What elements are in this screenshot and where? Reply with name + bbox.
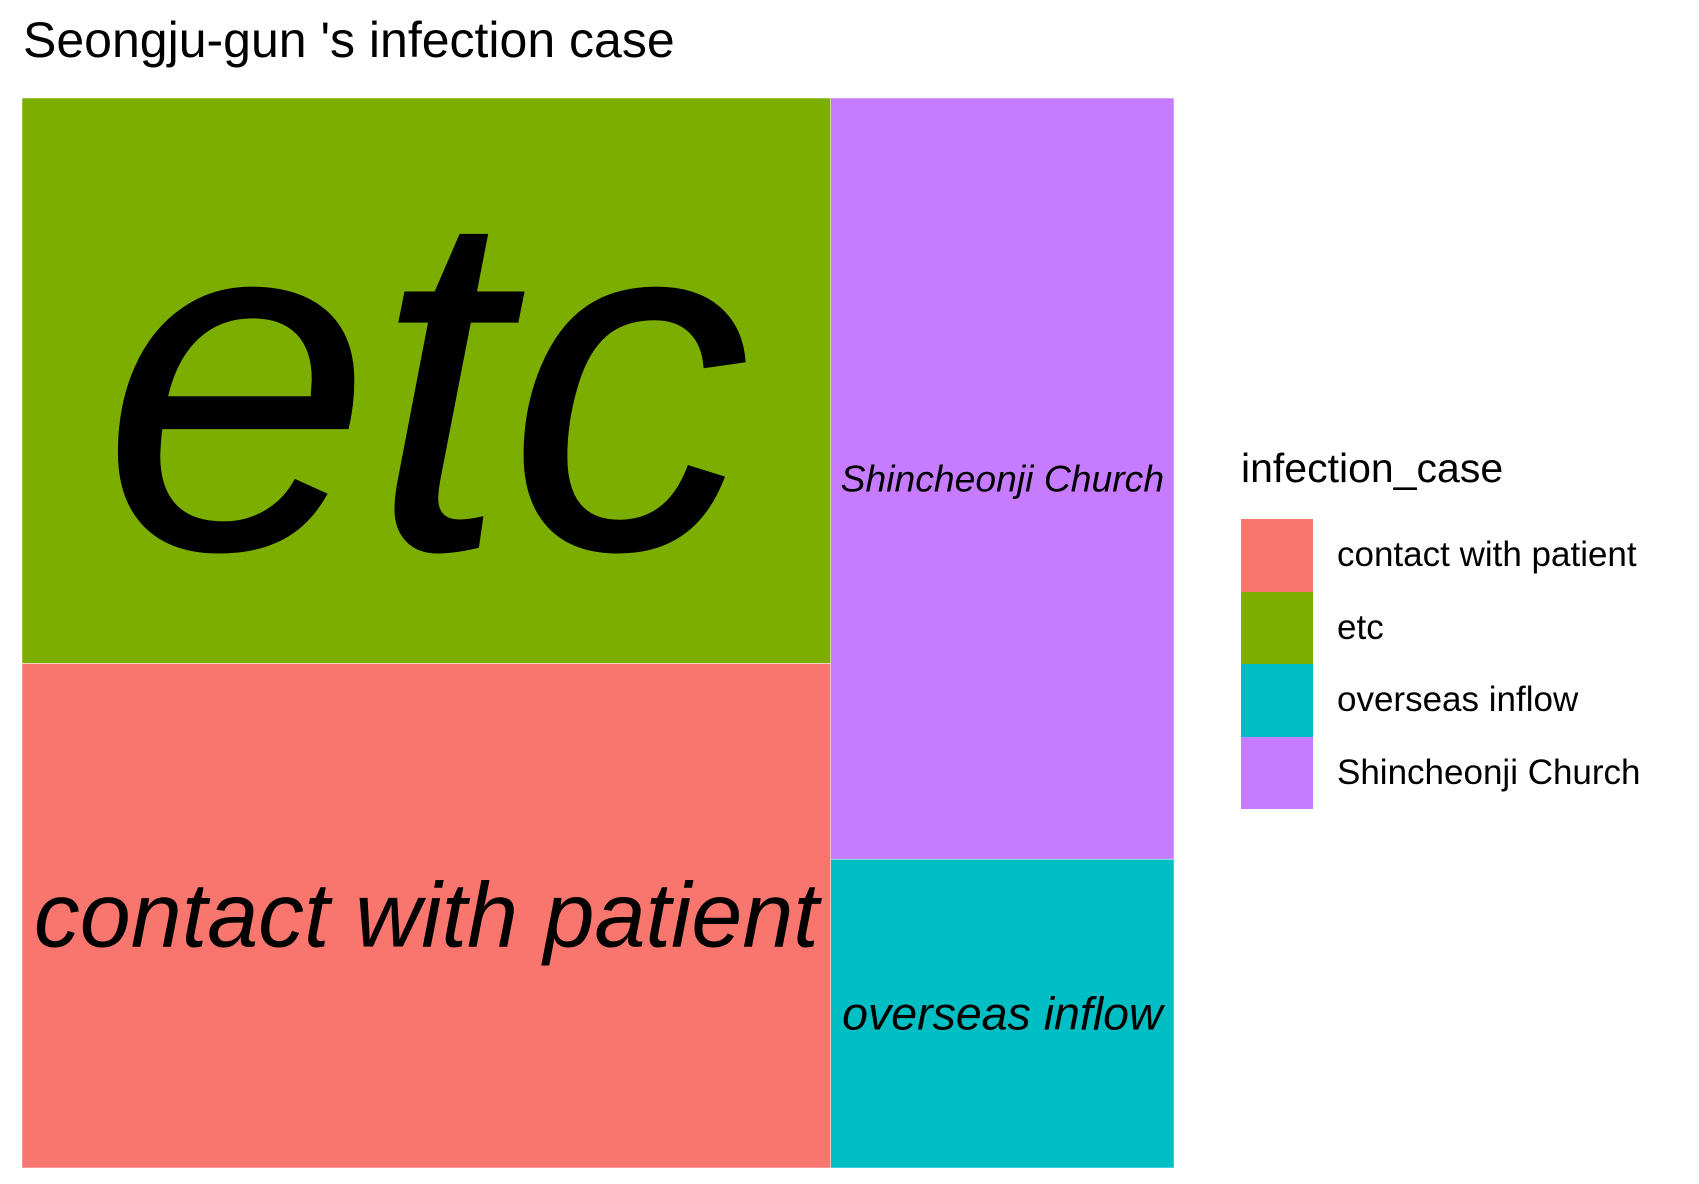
legend-items: contact with patient etc overseas inflow Sh… [1241, 519, 1681, 809]
tile-label-etc: etc [102, 109, 752, 653]
tile-label-shincheonji-church: Shincheonji Church [841, 458, 1164, 500]
tile-etc [22, 98, 831, 664]
legend-item-overseas-inflow: overseas inflow [1241, 664, 1681, 737]
tile-shincheonji-church [830, 98, 1174, 860]
legend-swatch-etc [1241, 591, 1313, 664]
treemap-canvas: etc contact with patient Shincheonji Churc… [22, 98, 1174, 1168]
tile-contact-with-patient [22, 663, 831, 1168]
legend-item-contact-with-patient: contact with patient [1241, 519, 1681, 592]
tile-label-overseas-inflow: overseas inflow [842, 988, 1166, 1040]
tile-label-contact-with-patient: contact with patient [34, 865, 822, 967]
treemap-plot: etc contact with patient Shincheonji Churc… [22, 98, 1174, 1168]
chart-title: Seongju-gun 's infection case [23, 12, 675, 68]
legend-label-etc: etc [1337, 607, 1384, 647]
legend-label-overseas-inflow: overseas inflow [1337, 680, 1579, 720]
legend-swatch-contact-with-patient [1241, 519, 1313, 592]
tile-overseas-inflow [830, 858, 1174, 1168]
legend-label-contact-with-patient: contact with patient [1337, 535, 1637, 575]
legend-label-shincheonji-church: Shincheonji Church [1337, 752, 1641, 792]
legend-item-etc: etc [1241, 591, 1681, 664]
legend: infection_case contact with patient etc ov… [1241, 448, 1681, 809]
legend-swatch-shincheonji-church [1241, 736, 1313, 809]
legend-item-shincheonji-church: Shincheonji Church [1241, 736, 1681, 809]
legend-swatch-overseas-inflow [1241, 664, 1313, 737]
legend-title: infection_case [1241, 445, 1504, 491]
